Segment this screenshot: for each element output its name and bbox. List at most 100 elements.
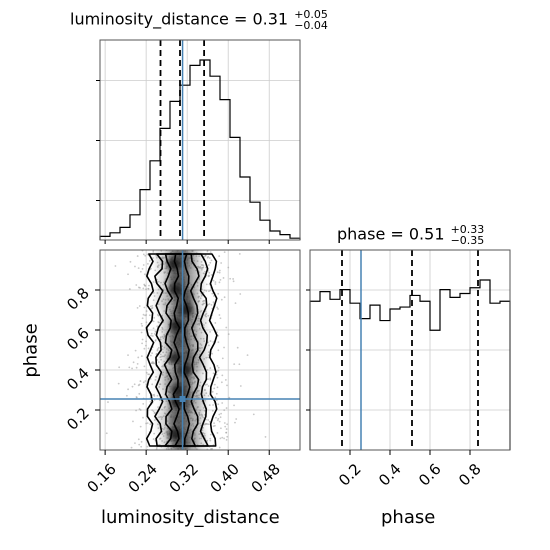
scatter-point [221,374,224,377]
scatter-point [217,369,220,372]
scatter-point [214,424,216,427]
scatter-point [220,427,222,430]
scatter-point [219,416,222,419]
scatter-point [223,346,225,349]
scatter-point [209,377,212,380]
scatter-point [142,402,145,405]
luminosity-distance-tick-label: 0.32 [166,460,202,496]
scatter-point [137,384,140,387]
phase-minus: −0.35 [450,234,485,247]
scatter-point [228,396,231,399]
scatter-point [132,420,134,423]
scatter-point [206,256,209,259]
scatter-point [127,354,129,356]
scatter-point [207,303,209,306]
scatter-point [151,383,154,386]
scatter-point [213,422,216,425]
scatter-point [202,426,205,429]
scatter-point [208,290,210,293]
scatter-point [203,272,206,275]
phase-histogram [309,279,511,450]
scatter-density-layer [105,250,267,450]
scatter-point [208,404,211,407]
scatter-point [142,253,145,256]
scatter-point [215,373,218,376]
scatter-point [226,435,229,438]
scatter-point [141,317,144,320]
scatter-point [135,396,138,399]
scatter-point [156,325,159,328]
scatter-point [216,376,219,379]
scatter-point [214,396,217,399]
scatter-point [144,380,147,382]
scatter-point [150,332,153,335]
scatter-point [135,366,138,369]
scatter-point [142,287,145,290]
scatter-point [136,362,139,365]
scatter-point [158,399,161,402]
phase-y-tick-label: 0.4 [63,364,93,394]
contour-3 [163,253,200,447]
scatter-point [133,383,136,386]
scatter-point [105,432,108,435]
scatter-point [153,419,156,422]
scatter-point [221,357,224,360]
scatter-point [145,314,148,316]
scatter-point [157,406,159,409]
scatter-point [150,267,152,270]
scatter-point [215,416,217,419]
scatter-point [229,277,232,280]
scatter-point [246,354,249,357]
scatter-point [140,355,143,358]
scatter-point [232,280,235,283]
scatter-point [215,392,218,395]
scatter-point [153,316,156,319]
scatter-point [234,421,236,424]
scatter-point [239,385,242,387]
scatter-point [145,371,148,374]
scatter-point [138,443,141,446]
scatter-point [159,356,162,359]
scatter-point [207,385,210,387]
scatter-point [134,442,136,445]
scatter-point [216,271,219,274]
scatter-point [216,432,219,434]
scatter-point [209,340,212,342]
luminosity-distance-tick-label: 0.24 [125,460,161,496]
scatter-point [139,409,142,411]
scatter-point [235,418,238,420]
scatter-point [152,320,155,323]
scatter-point [218,413,221,416]
scatter-point [203,289,206,292]
luminosity-distance-tick-label: 0.40 [207,460,243,496]
scatter-point [157,346,160,349]
scatter-point [148,260,151,262]
scatter-point [155,376,157,378]
scatter-point [225,438,228,441]
scatter-point [152,250,155,253]
scatter-point [149,423,152,426]
scatter-point [117,382,120,385]
scatter-point [143,273,146,276]
scatter-point [152,438,155,440]
scatter-point [212,301,215,304]
scatter-point [203,423,206,426]
scatter-point [220,381,223,384]
scatter-point [203,409,206,412]
scatter-point [207,356,210,359]
scatter-point [220,412,222,415]
scatter-point [217,417,220,420]
scatter-point [139,270,142,273]
scatter-point [148,314,151,317]
scatter-point [134,265,136,268]
y-axis-label-phase: phase [20,323,42,378]
contour-outer [145,253,218,447]
scatter-point [152,362,155,365]
scatter-point [139,425,142,428]
contour-inner [172,253,191,447]
luminosity-distance-histogram [99,59,301,240]
scatter-point [207,423,210,426]
scatter-point [140,322,143,325]
phase-y-tick-label: 0.6 [63,324,93,354]
